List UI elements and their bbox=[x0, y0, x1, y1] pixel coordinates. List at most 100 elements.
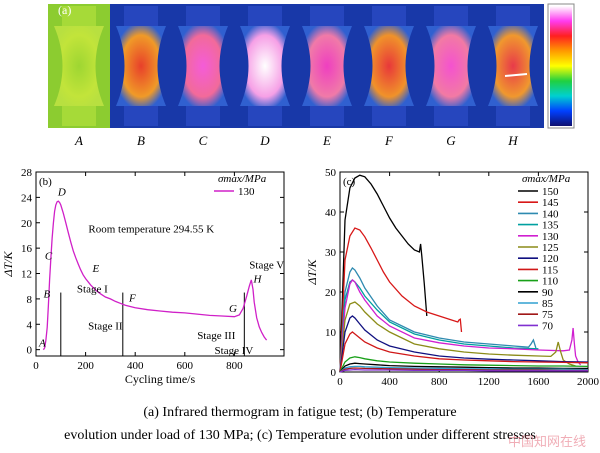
x-tick-label: 1600 bbox=[527, 376, 550, 388]
annotation: G bbox=[229, 303, 237, 315]
thermogram-label-G: G bbox=[446, 133, 456, 148]
thermogram-label-H: H bbox=[508, 133, 518, 148]
grip-top-C bbox=[186, 6, 220, 26]
legend-entry-115: 115 bbox=[542, 264, 559, 276]
series-line-125 bbox=[339, 301, 576, 373]
annotation: D bbox=[57, 186, 66, 198]
legend-entry-125: 125 bbox=[542, 242, 559, 254]
annotation: Stage IV bbox=[215, 345, 254, 357]
specimen-H bbox=[488, 26, 538, 106]
series-line-135 bbox=[339, 279, 539, 373]
crack-mark-H bbox=[504, 73, 528, 77]
grip-bottom-G bbox=[434, 106, 468, 126]
series-line-130 bbox=[339, 279, 582, 373]
grip-bottom-C bbox=[186, 106, 220, 126]
specimen-D bbox=[240, 26, 290, 106]
series-line-115 bbox=[339, 331, 589, 373]
x-tick-label: 1200 bbox=[478, 376, 501, 388]
legend-entry-135: 135 bbox=[542, 220, 559, 232]
legend-title: σmax/MPa bbox=[218, 173, 267, 185]
watermark: 中国知网在线 bbox=[507, 435, 586, 450]
grip-top-F bbox=[372, 6, 406, 26]
thermogram-colorbar bbox=[547, 3, 575, 129]
panel-label: (b) bbox=[39, 176, 52, 188]
specimen-E bbox=[302, 26, 352, 106]
annotation: Stage II bbox=[88, 320, 123, 332]
x-tick-label: 0 bbox=[33, 360, 39, 372]
series-line-120 bbox=[339, 315, 589, 373]
grip-bottom-A bbox=[62, 106, 96, 126]
y-tick-label: 24 bbox=[21, 192, 33, 204]
infrared-thermogram-figure: (a) bbox=[44, 0, 590, 132]
y-tick-label: 8 bbox=[27, 294, 33, 306]
plot-frame bbox=[35, 171, 285, 357]
legend-entry-90: 90 bbox=[542, 287, 554, 299]
legend-entry-120: 120 bbox=[542, 253, 559, 265]
grip-top-A bbox=[62, 6, 96, 26]
annotation: A bbox=[38, 337, 46, 349]
grip-top-G bbox=[434, 6, 468, 26]
y-tick-label: 30 bbox=[325, 247, 337, 259]
grip-top-H bbox=[496, 6, 530, 26]
x-axis-label: Cycling time/s bbox=[429, 388, 500, 390]
y-tick-label: 10 bbox=[325, 327, 337, 339]
legend-entry-145: 145 bbox=[542, 197, 559, 209]
thermogram-label-C: C bbox=[198, 133, 208, 148]
figure-caption-line1: (a) Infrared thermogram in fatigue test;… bbox=[143, 405, 457, 420]
annotation: Stage I bbox=[77, 284, 108, 296]
legend-entry-110: 110 bbox=[542, 276, 559, 288]
legend-entry-140: 140 bbox=[542, 208, 559, 220]
legend-entry-150: 150 bbox=[542, 186, 559, 198]
x-tick-label: 800 bbox=[226, 360, 243, 372]
annotation: Stage III bbox=[197, 330, 236, 342]
series-line-90 bbox=[339, 362, 588, 373]
series-line-150 bbox=[339, 174, 428, 373]
legend-entry-85: 85 bbox=[542, 298, 554, 310]
legend-entry-130: 130 bbox=[542, 231, 559, 243]
thermogram-label-D: D bbox=[260, 133, 270, 148]
grip-top-D bbox=[248, 6, 282, 26]
grip-bottom-B bbox=[124, 106, 158, 126]
grip-bottom-H bbox=[496, 106, 530, 126]
y-tick-label: 28 bbox=[21, 167, 33, 179]
x-tick-label: 2000 bbox=[577, 376, 600, 388]
annotation: Room temperature 294.55 K bbox=[88, 223, 214, 235]
grip-bottom-D bbox=[248, 106, 282, 126]
series-line-130 bbox=[42, 200, 268, 351]
annotation: Stage V bbox=[249, 259, 284, 271]
specimen-B bbox=[116, 26, 166, 106]
legend-entry-70: 70 bbox=[542, 320, 554, 332]
y-tick-label: 0 bbox=[27, 345, 33, 357]
x-axis-label: Cycling time/s bbox=[125, 372, 196, 386]
series-line-140 bbox=[339, 267, 537, 373]
y-tick-label: 4 bbox=[27, 319, 33, 331]
y-tick-label: 50 bbox=[325, 167, 337, 179]
specimen-G bbox=[426, 26, 476, 106]
legend-entry-130: 130 bbox=[238, 186, 255, 198]
annotation: F bbox=[128, 292, 136, 304]
thermogram-panels bbox=[48, 4, 544, 128]
x-tick-label: 0 bbox=[337, 376, 343, 388]
series-line-75 bbox=[339, 367, 588, 373]
grip-bottom-F bbox=[372, 106, 406, 126]
x-tick-label: 200 bbox=[77, 360, 94, 372]
grip-top-E bbox=[310, 6, 344, 26]
thermogram-label-F: F bbox=[385, 133, 393, 148]
y-tick-label: 20 bbox=[325, 287, 337, 299]
annotation: H bbox=[252, 273, 262, 285]
legend-entry-75: 75 bbox=[542, 309, 554, 321]
grip-top-B bbox=[124, 6, 158, 26]
specimen-C bbox=[178, 26, 228, 106]
specimen-F bbox=[364, 26, 414, 106]
y-tick-label: 20 bbox=[21, 218, 33, 230]
legend-title: σmax/MPa bbox=[522, 173, 571, 185]
series-line-85 bbox=[339, 365, 589, 373]
y-axis-label: ΔT/K bbox=[1, 250, 15, 277]
thermogram-label-A: A bbox=[75, 133, 83, 148]
chart-b-temperature-130mpa: 0 200 400 600 800 0 4 8 12 16 20 24 28 Cycling time/s… bbox=[1, 167, 285, 386]
x-tick-label: 800 bbox=[431, 376, 448, 388]
series-line-110 bbox=[339, 356, 589, 373]
panel-label: (c) bbox=[343, 176, 356, 188]
thermogram-label-E: E bbox=[323, 133, 331, 148]
y-tick-label: 16 bbox=[21, 243, 33, 255]
